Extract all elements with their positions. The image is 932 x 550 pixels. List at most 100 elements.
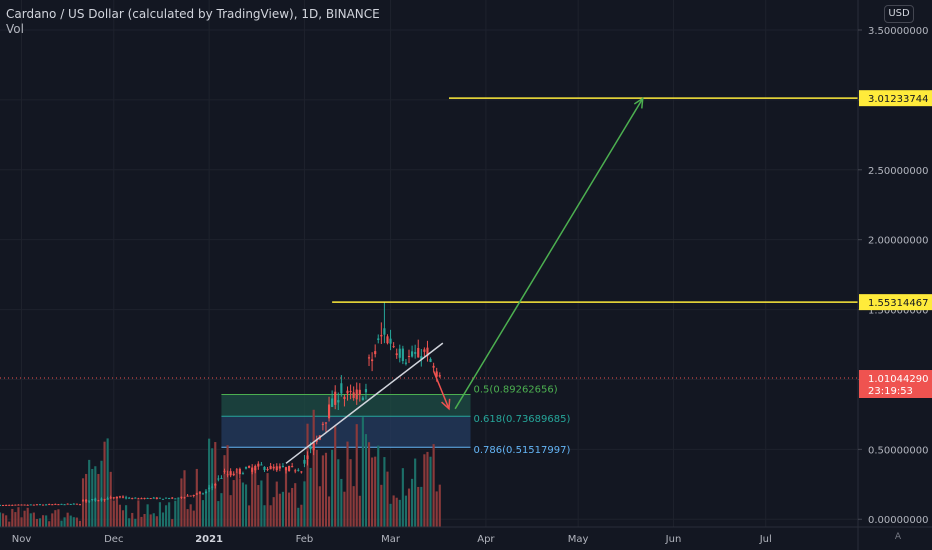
candle-body <box>426 347 429 356</box>
candle-body <box>164 497 168 499</box>
candle-body <box>131 498 134 500</box>
volume-bar <box>426 451 429 527</box>
volume-bar <box>355 424 358 527</box>
volume-bar <box>48 521 51 527</box>
candle-body <box>155 497 158 499</box>
volume-bar <box>115 497 118 527</box>
x-tick-label: Jul <box>759 534 772 545</box>
candle-body <box>168 498 171 500</box>
candle-body <box>112 497 115 499</box>
volume-bar <box>168 502 171 527</box>
candle-body <box>386 336 389 344</box>
candle-body <box>327 404 331 419</box>
candle-body <box>337 400 340 403</box>
candle-body <box>309 446 312 450</box>
volume-bar <box>257 485 260 527</box>
candle-body <box>125 497 128 499</box>
auto-scale-button[interactable]: A <box>894 532 902 542</box>
candle-body <box>109 497 112 499</box>
volume-bar <box>51 513 54 527</box>
volume-bar <box>389 503 392 527</box>
candle-body <box>78 504 82 506</box>
volume-bar <box>11 508 14 527</box>
candle-body <box>284 467 288 471</box>
candle-body <box>51 504 54 506</box>
candle-body <box>177 497 180 499</box>
volume-bar <box>334 425 337 527</box>
candle-body <box>32 504 35 506</box>
candle-body <box>54 503 57 505</box>
candle-body <box>377 338 380 340</box>
volume-bar <box>125 505 128 527</box>
y-tick-label: 2.00000000 <box>868 236 928 247</box>
x-tick-label: Feb <box>296 534 314 545</box>
trend-line <box>285 342 444 464</box>
volume-bar <box>161 512 165 527</box>
volume-bar <box>287 492 291 527</box>
time-axis[interactable]: Nov Dec 2021 Feb Mar Apr May Jun Jul <box>12 534 772 545</box>
volume-bar <box>315 449 318 527</box>
candle-body <box>244 467 248 469</box>
candle-body <box>48 504 51 506</box>
volume-bar <box>367 442 371 527</box>
candle-body <box>137 498 140 500</box>
candle-body <box>214 483 217 486</box>
volume-bar <box>244 484 248 527</box>
candle-body <box>143 497 146 499</box>
volume-bar <box>321 455 324 527</box>
volume-bar <box>327 496 331 527</box>
volume-bar <box>297 507 300 527</box>
volume-bar <box>407 488 411 527</box>
drawings[interactable] <box>0 97 858 464</box>
candle-body <box>85 499 88 502</box>
volume-bar <box>309 467 312 527</box>
candle-body <box>97 500 100 502</box>
volume-bar <box>364 434 368 527</box>
volume-bar <box>401 468 404 527</box>
candle-body <box>389 338 392 344</box>
volume-bar <box>152 513 155 527</box>
chart-title: Cardano / US Dollar (calculated by Tradi… <box>6 7 380 21</box>
volume-bar <box>226 445 229 527</box>
volume-bar <box>78 520 82 527</box>
candle-body <box>220 477 223 479</box>
candle-body <box>367 357 371 359</box>
currency-button[interactable]: USD <box>884 5 914 23</box>
volume-bar <box>404 495 408 527</box>
volume-bar <box>171 519 174 527</box>
candle-body <box>88 500 91 502</box>
candle-body <box>161 498 165 500</box>
volume-bar <box>103 441 106 527</box>
candle-body <box>204 492 208 494</box>
fib-0.786-label: 0.786(0.51517997) <box>474 445 571 456</box>
candle-body <box>432 365 435 368</box>
candle-body <box>91 498 94 500</box>
volume-bar <box>374 456 377 527</box>
candle-body <box>334 391 337 405</box>
candle-body <box>294 470 297 472</box>
volume-bar <box>251 471 254 527</box>
y-tick-label: 0.50000000 <box>868 445 928 456</box>
fib-zone-blue <box>221 416 471 448</box>
candle-body <box>401 348 404 362</box>
volume-bar <box>106 438 109 527</box>
volume-bar <box>149 514 152 527</box>
volume-bar <box>275 481 278 527</box>
price-axis[interactable]: 3.500000003.000000002.500000002.00000000… <box>858 26 932 526</box>
candle-body <box>57 504 60 506</box>
candle-body <box>174 498 177 500</box>
candle-body <box>346 390 349 394</box>
candle-body <box>171 497 174 499</box>
x-tick-label: May <box>568 534 589 545</box>
volume-bar <box>398 499 401 527</box>
volume-bar <box>14 512 17 527</box>
fib-0.618-label: 0.618(0.73689685) <box>474 414 571 425</box>
candle-body <box>306 455 309 459</box>
candle-body <box>140 498 143 500</box>
candle-body <box>414 352 417 354</box>
candle-body <box>211 486 214 488</box>
volume-bar <box>306 423 309 527</box>
volume-bar <box>192 510 195 527</box>
volume-bar <box>66 512 69 527</box>
